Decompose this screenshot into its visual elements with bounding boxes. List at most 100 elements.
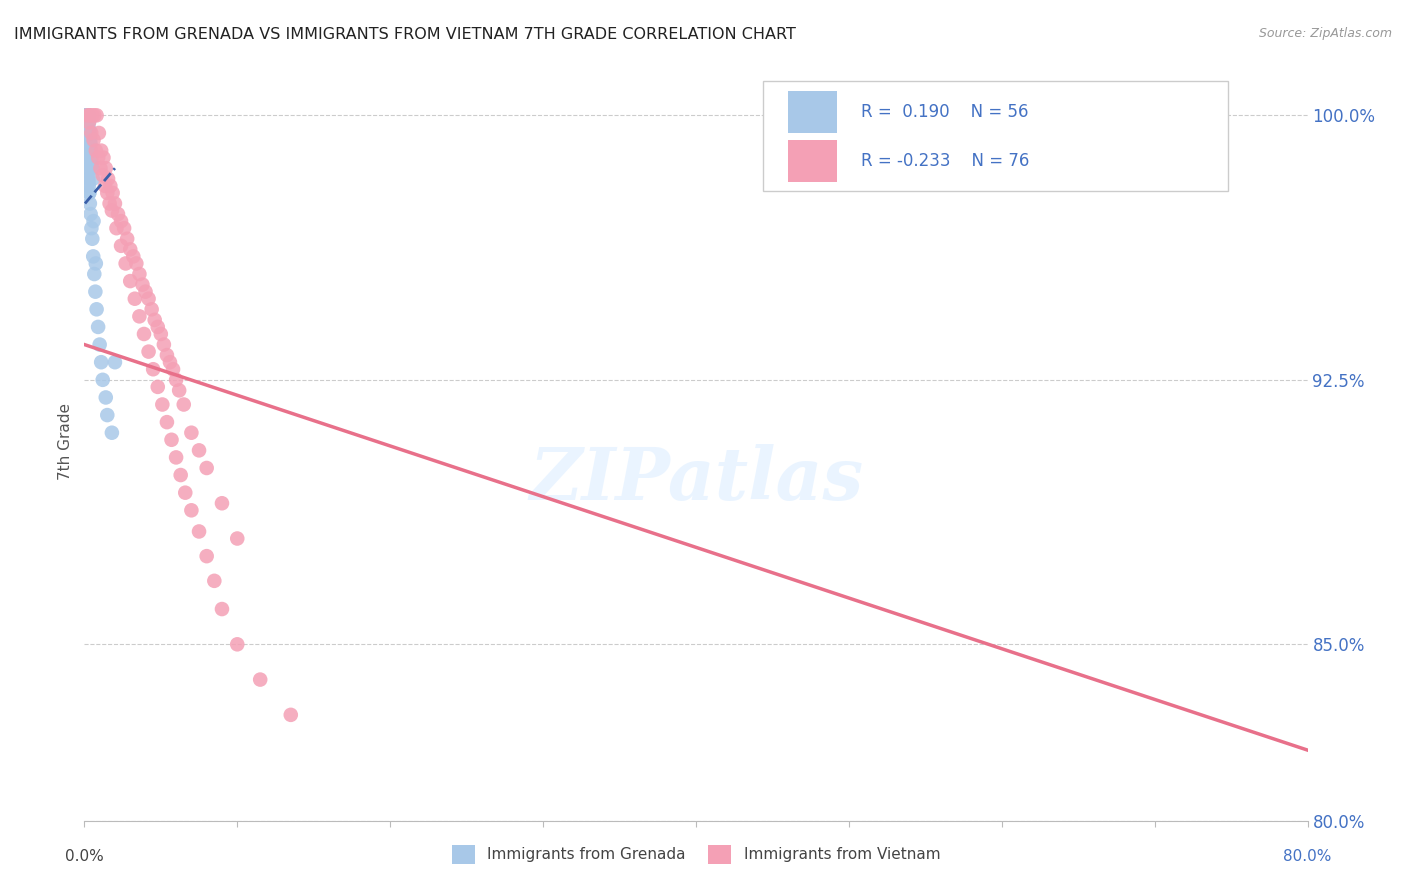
Point <box>77 178 100 193</box>
Point <box>80 126 103 140</box>
Point <box>153 337 176 351</box>
Point <box>94 178 117 193</box>
Point <box>87 126 110 140</box>
Point <box>75 108 97 122</box>
Legend: Immigrants from Grenada, Immigrants from Vietnam: Immigrants from Grenada, Immigrants from… <box>446 839 946 870</box>
Point <box>87 151 110 165</box>
Point <box>75 133 97 147</box>
Point <box>82 249 104 263</box>
Point <box>75 108 97 122</box>
Point <box>156 415 179 429</box>
Point <box>180 503 202 517</box>
Text: 0.0%: 0.0% <box>65 849 104 863</box>
Point <box>79 133 101 147</box>
Point <box>211 602 233 616</box>
Point <box>114 256 136 270</box>
Point <box>105 221 128 235</box>
Point <box>249 673 271 687</box>
Point <box>83 214 105 228</box>
Point <box>104 196 127 211</box>
Point <box>77 108 100 122</box>
Point <box>77 175 100 189</box>
Point <box>77 171 100 186</box>
Point <box>101 425 124 440</box>
Point <box>96 408 118 422</box>
Point <box>180 425 202 440</box>
Point <box>76 144 98 158</box>
Point <box>80 144 103 158</box>
Point <box>159 355 181 369</box>
Point <box>75 119 97 133</box>
Point <box>146 380 169 394</box>
Point <box>83 267 105 281</box>
Point <box>167 384 190 398</box>
Point <box>195 461 218 475</box>
Point <box>96 186 118 200</box>
Point <box>135 285 157 299</box>
Point <box>75 108 97 122</box>
Point <box>77 165 100 179</box>
Point <box>165 373 187 387</box>
Point <box>122 249 145 263</box>
Point <box>80 151 103 165</box>
Point <box>76 136 98 151</box>
Y-axis label: 7th Grade: 7th Grade <box>58 403 73 480</box>
Point <box>82 232 104 246</box>
Point <box>188 443 211 458</box>
Point <box>75 126 97 140</box>
Point <box>141 302 163 317</box>
Point <box>173 397 195 411</box>
Point <box>77 108 100 122</box>
Point <box>98 196 121 211</box>
Point <box>75 122 97 136</box>
Point <box>82 171 104 186</box>
Point <box>75 108 97 122</box>
Point <box>79 207 101 221</box>
Point <box>77 186 100 200</box>
Point <box>146 320 169 334</box>
Point <box>174 485 197 500</box>
Point <box>94 391 117 405</box>
Point <box>76 151 98 165</box>
Point <box>104 355 127 369</box>
Point <box>156 348 179 362</box>
Point <box>76 108 98 122</box>
Point <box>128 267 150 281</box>
Point <box>76 108 98 122</box>
Point <box>125 256 148 270</box>
Point <box>132 326 155 341</box>
Point <box>160 433 183 447</box>
Point <box>170 468 193 483</box>
Point <box>80 161 103 176</box>
Point <box>76 108 98 122</box>
Point <box>76 154 98 169</box>
Point <box>86 108 108 122</box>
Point <box>120 243 142 257</box>
Point <box>84 256 107 270</box>
Point <box>131 277 153 292</box>
Point <box>89 161 111 176</box>
Point <box>98 178 121 193</box>
Point <box>97 171 120 186</box>
Text: ZIPatlas: ZIPatlas <box>529 444 863 515</box>
Text: R = -0.233    N = 76: R = -0.233 N = 76 <box>860 152 1029 170</box>
Point <box>150 397 173 411</box>
Point <box>77 161 100 176</box>
Point <box>77 115 100 129</box>
Text: Source: ZipAtlas.com: Source: ZipAtlas.com <box>1258 27 1392 40</box>
Point <box>110 214 132 228</box>
Point <box>79 136 101 151</box>
Point <box>79 186 101 200</box>
Bar <box>787 91 837 133</box>
Point <box>143 313 166 327</box>
Point <box>280 707 302 722</box>
Point <box>226 637 249 651</box>
Point <box>94 161 117 176</box>
Point <box>101 186 124 200</box>
Point <box>188 524 211 539</box>
Point <box>80 108 103 122</box>
Point <box>76 147 98 161</box>
Point <box>77 122 100 136</box>
Point <box>124 292 146 306</box>
Text: 80.0%: 80.0% <box>1284 849 1331 863</box>
